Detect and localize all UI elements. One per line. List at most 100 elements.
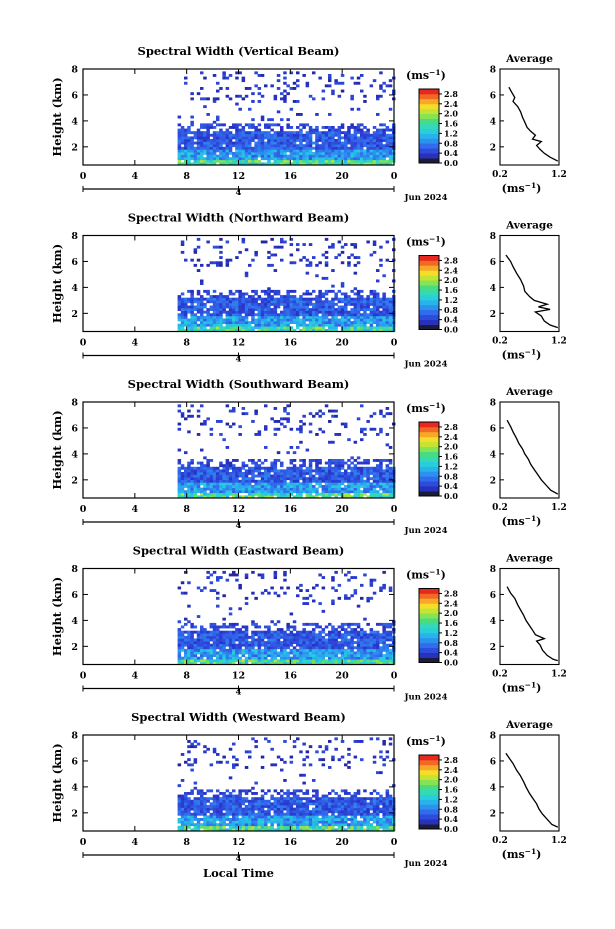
heatmap-cell (321, 474, 326, 478)
heatmap-cell (308, 474, 313, 478)
heatmap-cell (238, 495, 242, 499)
heatmap-cell (321, 315, 326, 319)
heatmap-cell (283, 479, 287, 483)
heatmap-cell (251, 131, 255, 135)
heatmap-cell (248, 818, 252, 821)
heatmap-cell (238, 133, 242, 137)
heatmap-cell (244, 490, 249, 494)
heatmap-cell (344, 659, 348, 663)
heatmap-cell (190, 487, 194, 491)
heatmap-cell (238, 323, 242, 327)
heatmap-cell (248, 263, 252, 267)
heatmap-cell (276, 482, 281, 486)
heatmap-cell (187, 745, 191, 749)
heatmap-cell (353, 126, 358, 129)
heatmap-cell (238, 812, 242, 816)
heatmap-cell (264, 300, 268, 304)
heatmap-cell (254, 823, 258, 827)
heatmap-cell (209, 477, 214, 481)
heatmap-cell (321, 628, 326, 631)
heatmap-cell (382, 149, 386, 153)
heatmap-cell (350, 641, 354, 644)
heatmap-cell (318, 149, 322, 153)
heatmap-cell (264, 815, 268, 819)
heatmap-cell (337, 477, 342, 481)
heatmap-cell (353, 297, 358, 301)
heatmap-cell (184, 479, 188, 483)
heatmap-cell (363, 323, 367, 327)
heatmap-cell (350, 94, 354, 98)
heatmap-cell (270, 461, 274, 465)
heatmap-cell (267, 466, 271, 470)
heatmap-cell (276, 110, 281, 114)
heatmap-cell (296, 71, 300, 75)
heatmap-cell (235, 315, 239, 319)
colorbar-segment (419, 133, 439, 139)
heatmap-cell (257, 823, 262, 827)
heatmap-cell (193, 485, 198, 488)
heatmap-cell (219, 625, 223, 629)
heatmap-cell (356, 139, 361, 142)
heatmap-cell (267, 638, 271, 642)
heatmap-cell (328, 328, 332, 332)
heatmap-cell (212, 750, 217, 754)
heatmap-cell (369, 162, 374, 166)
heatmap-cell (257, 302, 262, 306)
heatmap-cell (244, 812, 249, 816)
heatmap-cell (238, 139, 242, 142)
heatmap-cell (196, 139, 201, 142)
heatmap-cell (267, 802, 271, 806)
heatmap-cell (283, 295, 287, 298)
heatmap-cell (228, 297, 233, 301)
heatmap-cell (203, 126, 207, 129)
heatmap-cell (257, 818, 262, 821)
heatmap-cell (366, 638, 370, 642)
heatmap-cell (222, 157, 226, 161)
heatmap-cell (283, 313, 287, 317)
heatmap-cell (248, 807, 252, 811)
heatmap-cell (212, 807, 217, 811)
heatmap-cell (216, 263, 220, 267)
heatmap-cell (264, 661, 268, 665)
heatmap-cell (222, 149, 226, 153)
heatmap-cell (232, 789, 236, 793)
heatmap-cell (382, 310, 386, 314)
heatmap-cell (379, 586, 383, 590)
heatmap-cell (376, 141, 380, 145)
heatmap-cell (289, 237, 294, 241)
heatmap-cell (222, 305, 226, 309)
heatmap-cell (385, 443, 390, 447)
heatmap-cell (264, 162, 268, 166)
heatmap-cell (318, 643, 322, 647)
heatmap-cell (209, 326, 214, 330)
heatmap-cell (216, 638, 220, 642)
heatmap-cell (248, 146, 252, 150)
heatmap-cell (193, 810, 198, 814)
heatmap-cell (334, 638, 338, 642)
heatmap-cell (283, 141, 287, 145)
heatmap-cell (260, 315, 265, 319)
heatmap-cell (209, 433, 214, 436)
heatmap-cell (190, 146, 194, 150)
heatmap-cell (305, 263, 310, 267)
heatmap-cell (180, 250, 185, 254)
heatmap-cell (270, 149, 274, 153)
heatmap-cell (184, 321, 188, 324)
heatmap-cell (292, 144, 297, 148)
heatmap-cell (372, 133, 377, 137)
heatmap-cell (216, 482, 220, 486)
heatmap-cell (328, 495, 332, 499)
heatmap-cell (369, 323, 374, 327)
heatmap-cell (260, 146, 265, 150)
heatmap-cell (292, 141, 297, 145)
heatmap-cell (184, 661, 188, 665)
heatmap-cell (200, 638, 204, 642)
heatmap-cell (200, 152, 204, 155)
heatmap-cell (340, 646, 345, 650)
heatmap-cell (206, 495, 210, 499)
heatmap-cell (206, 97, 210, 101)
heatmap-cell (251, 136, 255, 140)
heatmap-cell (344, 131, 348, 135)
heatmap-cell (312, 157, 316, 161)
heatmap-cell (337, 651, 342, 655)
